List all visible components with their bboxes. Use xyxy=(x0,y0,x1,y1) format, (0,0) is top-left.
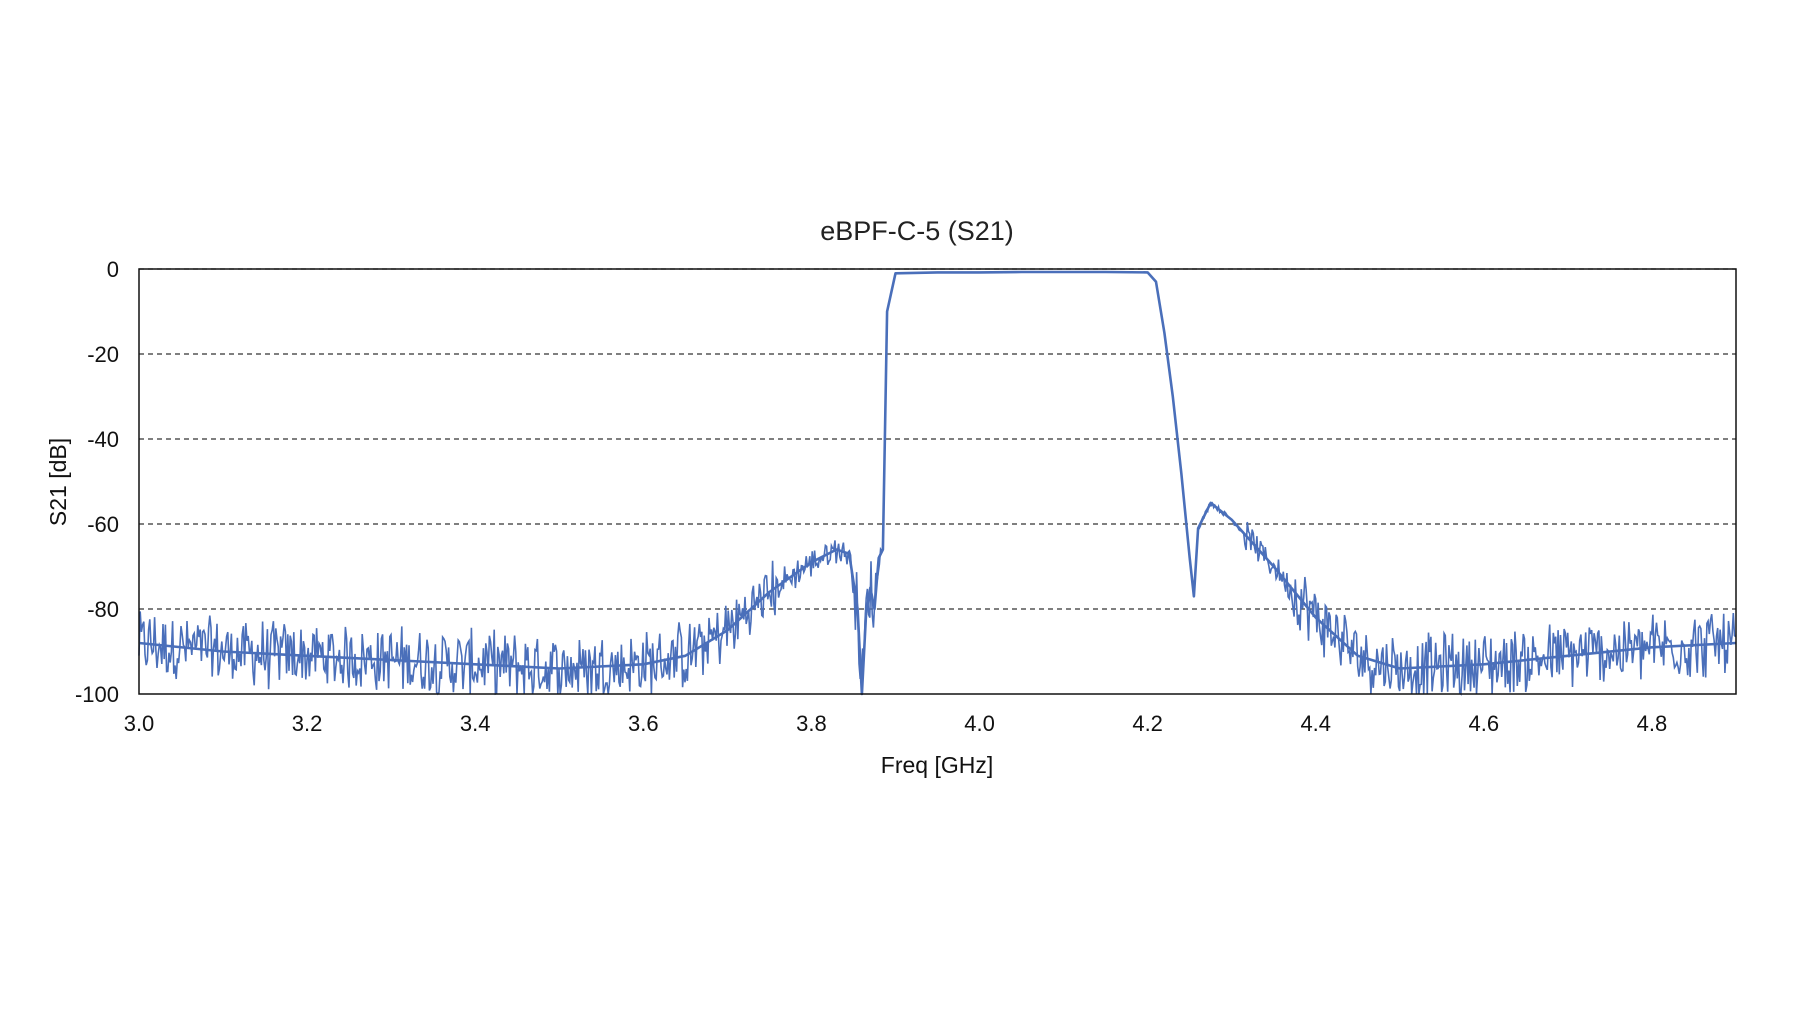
x-tick-label: 4.8 xyxy=(1637,711,1668,736)
x-tick-label: 3.8 xyxy=(796,711,827,736)
x-tick-label: 4.4 xyxy=(1300,711,1331,736)
y-tick-label: 0 xyxy=(107,257,119,282)
x-tick-label: 3.0 xyxy=(124,711,155,736)
y-axis-label: S21 [dB] xyxy=(45,438,71,526)
noise-floor-band xyxy=(138,501,1737,697)
y-tick-label: -60 xyxy=(87,512,119,537)
x-tick-labels: 3.0 3.2 3.4 3.6 3.8 4.0 4.2 4.4 4.6 4.8 xyxy=(124,711,1668,736)
x-tick-label: 4.6 xyxy=(1469,711,1500,736)
chart-title: eBPF-C-5 (S21) xyxy=(820,216,1014,246)
y-tick-label: -20 xyxy=(87,342,119,367)
x-tick-label: 3.2 xyxy=(292,711,323,736)
y-tick-label: -40 xyxy=(87,427,119,452)
x-axis-label: Freq [GHz] xyxy=(881,752,993,778)
x-tick-label: 4.2 xyxy=(1132,711,1163,736)
plot-area-frame xyxy=(138,268,1737,695)
y-tick-label: -100 xyxy=(75,682,119,707)
y-tick-label: -80 xyxy=(87,597,119,622)
x-tick-label: 3.4 xyxy=(460,711,491,736)
x-tick-label: 3.6 xyxy=(628,711,659,736)
stopband-noise-line xyxy=(138,501,1737,697)
grid-lines xyxy=(139,268,1736,610)
y-tick-labels: 0 -20 -40 -60 -80 -100 xyxy=(75,257,119,707)
s21-trace-line xyxy=(138,270,1737,696)
x-tick-label: 4.0 xyxy=(964,711,995,736)
